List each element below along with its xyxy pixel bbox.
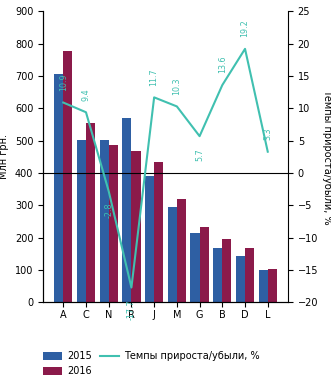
Bar bbox=[86, 123, 95, 302]
Bar bbox=[168, 207, 177, 302]
Text: 5.7: 5.7 bbox=[195, 148, 204, 161]
Y-axis label: Темпы прироста/убыли, %: Темпы прироста/убыли, % bbox=[322, 89, 331, 225]
Bar bbox=[222, 239, 231, 302]
Text: 19.2: 19.2 bbox=[241, 19, 250, 37]
Text: 13.6: 13.6 bbox=[218, 56, 227, 73]
Legend: 2015, 2016, Темпы прироста/убыли, %: 2015, 2016, Темпы прироста/убыли, % bbox=[43, 351, 260, 376]
Bar bbox=[245, 248, 254, 302]
Bar bbox=[191, 233, 200, 302]
Bar bbox=[213, 248, 222, 302]
Bar bbox=[63, 51, 72, 302]
Bar bbox=[122, 118, 131, 302]
Bar bbox=[100, 140, 109, 302]
Text: -17.7: -17.7 bbox=[127, 299, 136, 320]
Bar bbox=[259, 270, 268, 302]
Text: -2.8: -2.8 bbox=[104, 203, 113, 218]
Text: 10.9: 10.9 bbox=[59, 73, 68, 91]
Bar bbox=[54, 74, 63, 302]
Text: 10.3: 10.3 bbox=[172, 77, 181, 95]
Text: 9.4: 9.4 bbox=[81, 88, 90, 101]
Bar bbox=[109, 145, 118, 302]
Y-axis label: Млн грн.: Млн грн. bbox=[0, 134, 9, 180]
Bar bbox=[268, 270, 277, 302]
Bar bbox=[131, 151, 140, 302]
Bar bbox=[77, 140, 86, 302]
Text: 11.7: 11.7 bbox=[150, 68, 159, 86]
Bar bbox=[200, 227, 209, 302]
Text: 3.3: 3.3 bbox=[263, 127, 272, 140]
Bar bbox=[154, 162, 163, 302]
Bar bbox=[177, 199, 186, 302]
Bar bbox=[236, 256, 245, 302]
Bar bbox=[145, 176, 154, 302]
